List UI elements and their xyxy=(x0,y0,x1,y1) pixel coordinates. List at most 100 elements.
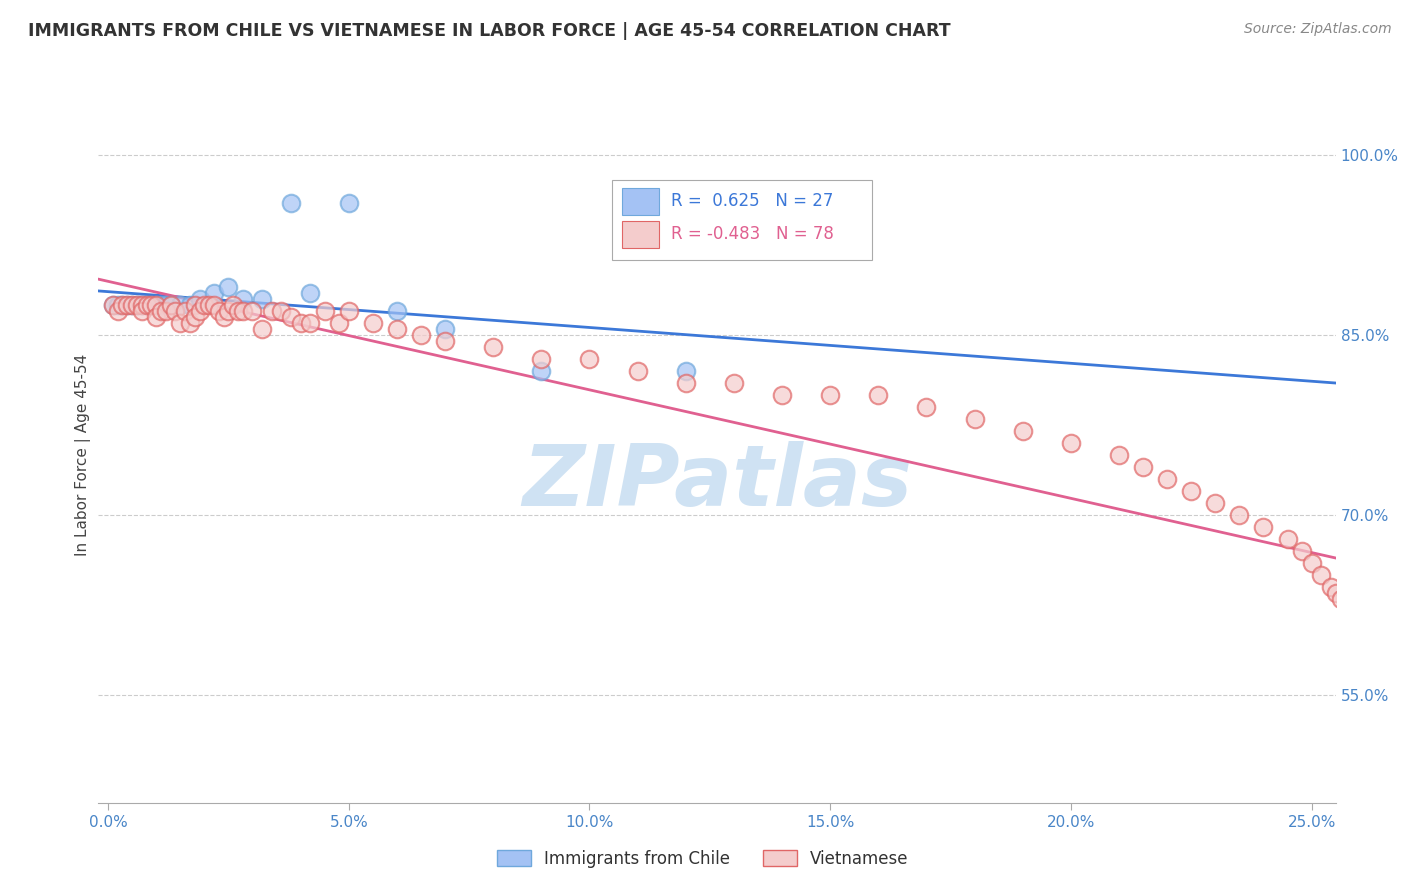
Point xyxy=(111,298,134,312)
Point xyxy=(1253,520,1275,534)
Point xyxy=(1348,615,1371,630)
Point xyxy=(217,280,239,294)
Point xyxy=(1291,544,1313,558)
Text: R =  0.625   N = 27: R = 0.625 N = 27 xyxy=(671,192,834,210)
Text: ZIPatlas: ZIPatlas xyxy=(522,442,912,524)
Point xyxy=(250,292,273,306)
Point xyxy=(107,304,129,318)
FancyBboxPatch shape xyxy=(612,180,872,260)
Point xyxy=(121,298,143,312)
Point xyxy=(1329,591,1351,606)
Point xyxy=(434,322,457,336)
Point xyxy=(434,334,457,348)
Point xyxy=(179,298,201,312)
Point xyxy=(314,304,336,318)
Point xyxy=(1358,628,1381,642)
Point xyxy=(101,298,124,312)
Point xyxy=(770,388,793,402)
Point xyxy=(208,304,231,318)
Point xyxy=(155,304,177,318)
Point xyxy=(226,304,249,318)
Point xyxy=(963,412,986,426)
Point xyxy=(385,322,408,336)
Point xyxy=(409,328,432,343)
Point xyxy=(915,400,938,414)
Point xyxy=(1324,586,1347,600)
Point xyxy=(675,364,697,378)
Point xyxy=(125,298,148,312)
Point xyxy=(1301,556,1323,570)
Point xyxy=(1368,633,1391,648)
Point xyxy=(135,298,157,312)
Point xyxy=(1204,496,1226,510)
Text: IMMIGRANTS FROM CHILE VS VIETNAMESE IN LABOR FORCE | AGE 45-54 CORRELATION CHART: IMMIGRANTS FROM CHILE VS VIETNAMESE IN L… xyxy=(28,22,950,40)
Point xyxy=(1310,567,1333,582)
Legend: Immigrants from Chile, Vietnamese: Immigrants from Chile, Vietnamese xyxy=(491,844,915,875)
Point xyxy=(145,298,167,312)
Point xyxy=(125,298,148,312)
Point xyxy=(150,304,173,318)
Point xyxy=(183,310,205,324)
Point xyxy=(169,298,191,312)
Point xyxy=(183,298,205,312)
Point xyxy=(1180,483,1202,498)
Point xyxy=(145,298,167,312)
Point xyxy=(159,298,181,312)
Point xyxy=(1339,604,1361,618)
Point xyxy=(159,298,181,312)
Point xyxy=(242,304,264,318)
Point xyxy=(179,316,201,330)
Point xyxy=(290,316,312,330)
Point xyxy=(1156,472,1178,486)
Point xyxy=(1108,448,1130,462)
Point xyxy=(145,310,167,324)
Point xyxy=(188,304,211,318)
Point xyxy=(280,196,302,211)
Point xyxy=(117,298,139,312)
Point xyxy=(188,292,211,306)
Point xyxy=(169,316,191,330)
Point xyxy=(868,388,890,402)
Point xyxy=(131,304,153,318)
Point xyxy=(627,364,650,378)
Point xyxy=(250,322,273,336)
Text: Source: ZipAtlas.com: Source: ZipAtlas.com xyxy=(1244,22,1392,37)
Point xyxy=(361,316,384,330)
Point xyxy=(299,285,322,300)
Point xyxy=(121,298,143,312)
Point xyxy=(141,298,163,312)
Point xyxy=(482,340,505,354)
Point xyxy=(1277,532,1299,546)
Point xyxy=(174,304,197,318)
Point xyxy=(337,304,360,318)
Point xyxy=(222,298,245,312)
Point xyxy=(299,316,322,330)
Point xyxy=(337,196,360,211)
Point xyxy=(723,376,745,390)
Point xyxy=(131,298,153,312)
Point xyxy=(107,298,129,312)
Point xyxy=(260,304,283,318)
Point xyxy=(530,351,553,366)
Point xyxy=(578,351,600,366)
Point xyxy=(101,298,124,312)
Point xyxy=(1132,459,1154,474)
Point xyxy=(131,298,153,312)
Point xyxy=(141,298,163,312)
Point xyxy=(385,304,408,318)
Point xyxy=(1388,646,1406,660)
Point xyxy=(217,304,239,318)
Point xyxy=(328,316,350,330)
Point xyxy=(232,292,254,306)
Point xyxy=(150,298,173,312)
Point xyxy=(530,364,553,378)
Point xyxy=(165,304,187,318)
Text: R = -0.483   N = 78: R = -0.483 N = 78 xyxy=(671,226,834,244)
Point xyxy=(202,298,225,312)
Point xyxy=(1011,424,1033,438)
Point xyxy=(135,298,157,312)
Point xyxy=(193,298,215,312)
Bar xyxy=(621,188,659,215)
Point xyxy=(270,304,292,318)
Point xyxy=(212,310,235,324)
